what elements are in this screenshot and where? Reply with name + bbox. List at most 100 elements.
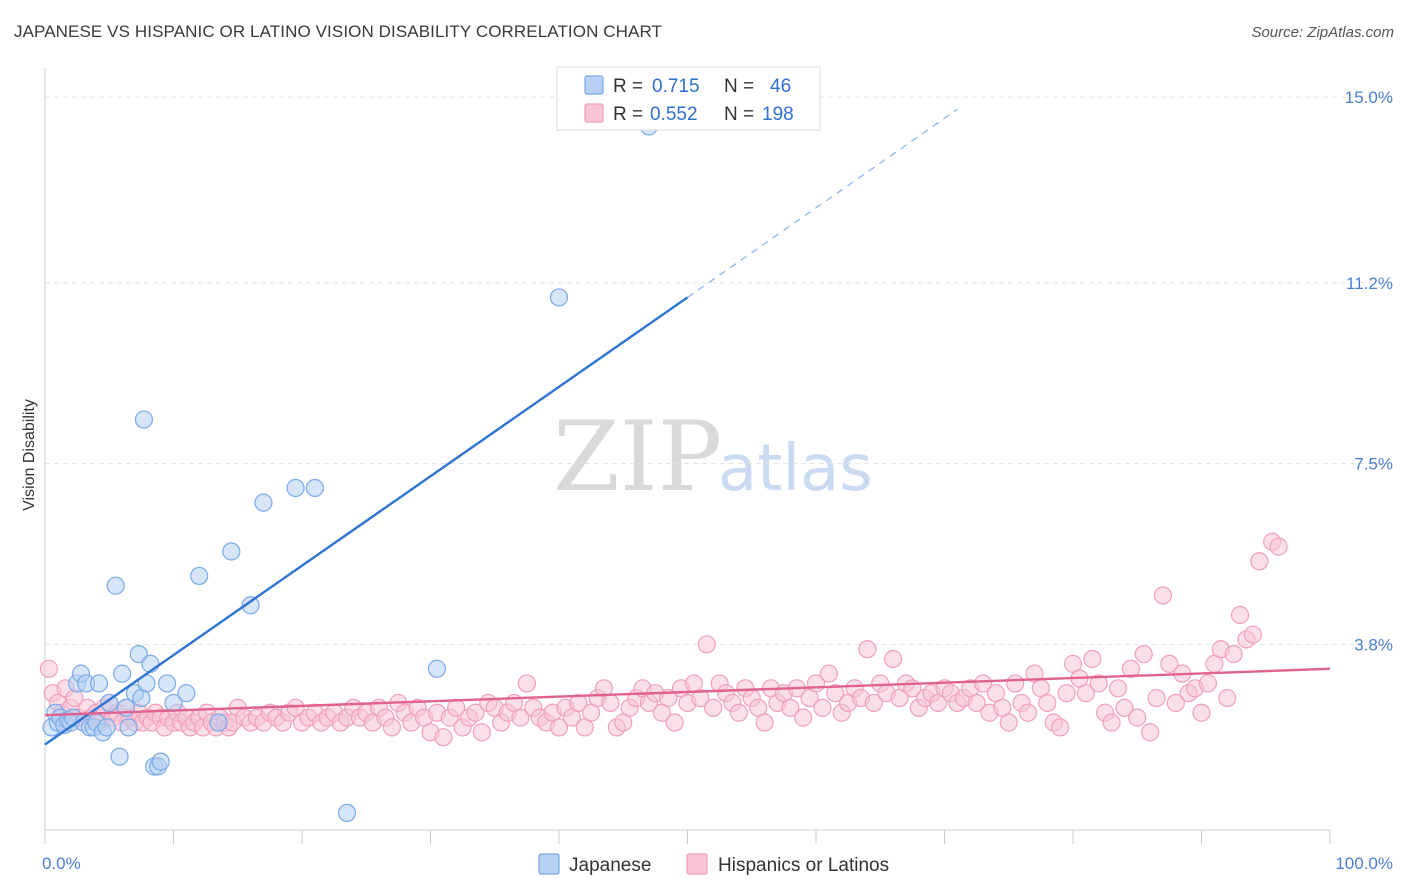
bottom-legend-swatch-hispanic [686,853,708,875]
point-hispanic-160 [973,674,993,693]
point-hispanic-170 [1038,693,1057,713]
point-hispanic-202 [1243,625,1263,644]
point-hispanic-165 [1006,674,1025,693]
point-japanese-23 [119,718,138,737]
source-credit: Source: ZipAtlas.com [1251,24,1394,41]
point-hispanic-89 [517,674,536,693]
y-tick-label-2: 11.2% [1346,274,1393,293]
point-hispanic-187 [1147,688,1166,708]
point-hispanic-205 [1269,537,1288,556]
point-japanese-39 [241,596,260,615]
point-hispanic-186 [1140,723,1160,742]
point-hispanic-198 [1218,688,1237,708]
chart-title: JAPANESE VS HISPANIC OR LATINO VISION DI… [14,22,663,41]
watermark-atlas: atlas [718,432,873,506]
point-hispanic-195 [1198,674,1218,693]
legend-swatch-hispanic [584,103,604,123]
point-hispanic-172 [1051,718,1070,737]
point-japanese-36 [190,566,209,586]
point-hispanic-184 [1128,708,1147,727]
point-hispanic-136 [819,664,838,683]
point-japanese-18 [100,693,119,713]
point-japanese-21 [112,664,132,683]
y-tick-label-1: 7.5% [1354,455,1393,474]
point-japanese-32 [151,752,170,771]
point-hispanic-180 [1102,713,1121,732]
axes [44,68,1331,844]
point-hispanic-194 [1192,703,1211,722]
point-japanese-44 [427,659,447,678]
point-hispanic-181 [1108,679,1128,698]
point-hispanic-199 [1224,645,1243,664]
legend-r-value-hispanic: 0.552 [650,104,698,125]
point-hispanic-88 [511,708,530,727]
watermark: ZIP atlas [553,401,873,513]
point-hispanic-82 [472,723,491,742]
legend-n-label-japanese: N = [724,76,754,97]
point-hispanic-81 [466,703,485,722]
point-hispanic-164 [999,713,1018,732]
legend-n-label-hispanic: N = [724,104,754,125]
x-tick-label-right: 100.0% [1335,854,1393,873]
point-japanese-43 [337,803,357,822]
point-japanese-45 [549,288,569,307]
point-japanese-17 [97,718,116,737]
bottom-legend-swatch-japanese [538,853,560,875]
point-hispanic-102 [601,693,620,713]
watermark-zip: ZIP [553,401,722,513]
point-hispanic-143 [864,693,883,713]
point-hispanic-177 [1083,649,1102,669]
point-hispanic-159 [967,693,986,713]
point-hispanic-185 [1134,645,1153,664]
point-hispanic-137 [826,684,845,703]
legend-r-label-japanese: R = [613,76,643,97]
legend-r-value-japanese: 0.715 [652,76,700,97]
point-hispanic-203 [1250,552,1269,571]
legend-swatch-japanese [584,75,604,95]
point-hispanic-189 [1160,654,1179,673]
point-hispanic-190 [1166,693,1185,713]
point-hispanic-126 [755,713,774,732]
point-japanese-35 [177,684,196,703]
point-japanese-19 [106,576,125,595]
point-hispanic-178 [1089,674,1108,693]
point-hispanic-142 [858,640,877,659]
point-japanese-42 [305,478,324,498]
point-hispanic-132 [794,708,813,727]
bottom-legend-label-japanese: Japanese [569,855,651,876]
point-hispanic-76 [434,728,453,747]
point-hispanic-167 [1018,703,1038,722]
point-japanese-40 [254,493,273,512]
point-hispanic-112 [665,713,684,732]
point-hispanic-116 [691,688,710,708]
trend-lines [44,108,1331,746]
point-hispanic-94 [549,718,569,737]
point-japanese-27 [134,410,154,429]
point-hispanic-135 [813,698,832,717]
point-hispanic-200 [1230,605,1250,625]
point-hispanic-0 [39,659,58,678]
point-japanese-38 [222,542,241,561]
x-tick-label-left: 0.0% [42,854,81,873]
point-japanese-25 [129,645,148,664]
point-hispanic-176 [1076,684,1095,703]
point-hispanic-122 [729,703,749,722]
bottom-legend-label-hispanic: Hispanics or Latinos [718,855,889,876]
point-hispanic-146 [883,649,903,669]
point-japanese-22 [116,698,136,717]
point-japanese-20 [110,747,129,766]
point-japanese-37 [209,713,228,732]
trend-line-japanese [44,296,689,746]
point-hispanic-117 [697,635,716,654]
bottom-legend: Japanese Hispanics or Latinos [538,853,889,876]
point-japanese-33 [157,674,177,693]
legend-r-label-hispanic: R = [613,104,643,125]
trend-line-hispanic [44,667,1331,717]
point-hispanic-173 [1057,684,1076,703]
point-hispanic-130 [781,698,800,717]
point-hispanic-182 [1115,698,1134,717]
y-axis-label: Vision Disability [21,399,38,511]
legend-n-value-japanese: 46 [770,76,791,97]
point-hispanic-68 [382,718,402,737]
